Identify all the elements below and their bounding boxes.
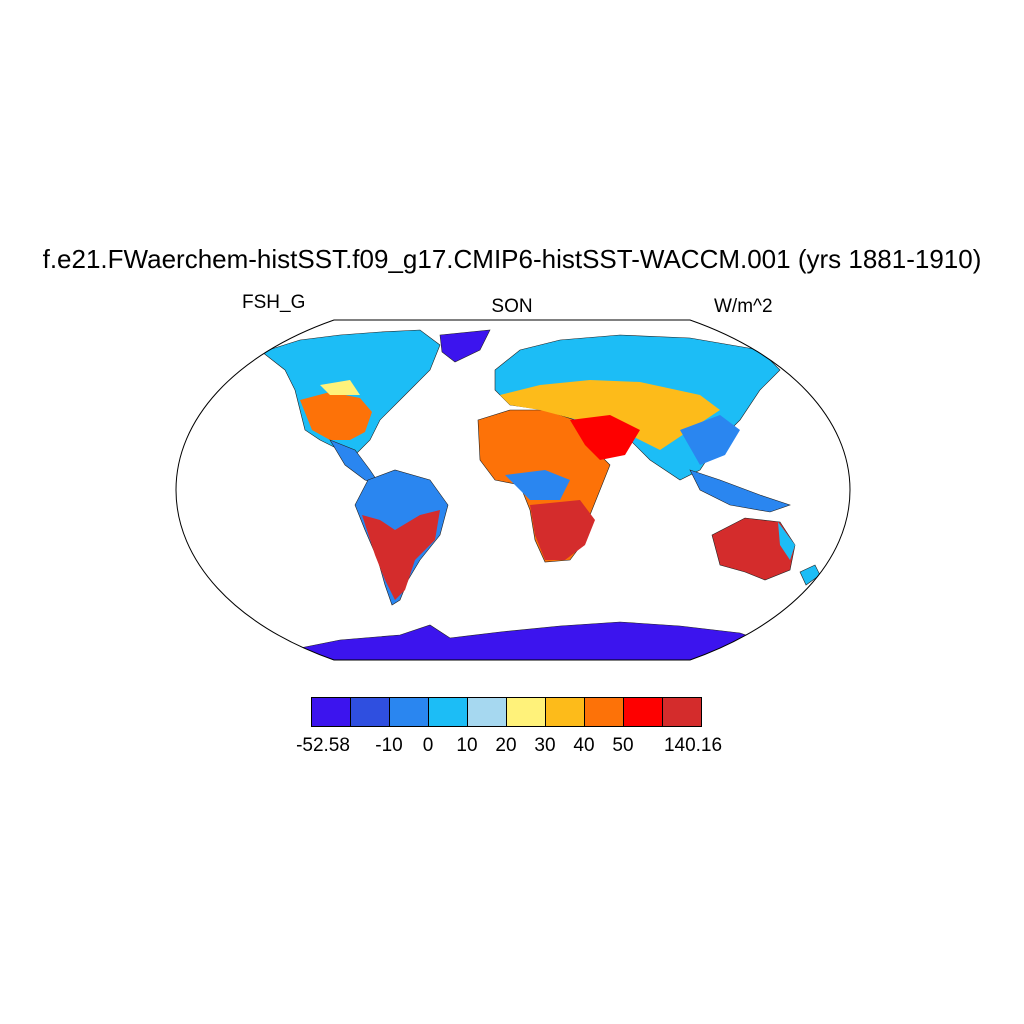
- colorbar-tick-label: -52.58: [296, 735, 350, 756]
- colorbar-tick-label: -10: [375, 735, 403, 756]
- colorbar-tick-label: 50: [612, 735, 634, 756]
- new-zealand-land: [799, 564, 821, 586]
- greenland-land: [439, 329, 491, 363]
- north-america-yellow: [320, 380, 360, 395]
- colorbar-tick-label: 0: [422, 735, 434, 756]
- africa-south-hot: [530, 500, 595, 560]
- north-america-hot: [300, 392, 372, 440]
- colorbar-swatch: [662, 697, 702, 727]
- colorbar-swatch: [350, 697, 390, 727]
- colorbar-swatch: [389, 697, 429, 727]
- units-label: W/m^2: [714, 296, 773, 317]
- colorbar-tick-label: 10: [456, 735, 478, 756]
- east-asia-cool: [680, 415, 740, 465]
- middle-east-hot: [570, 415, 640, 460]
- map-title: f.e21.FWaerchem-histSST.f09_g17.CMIP6-hi…: [42, 244, 982, 274]
- colorbar-tick-label: 140.16: [663, 735, 723, 756]
- season-label: SON: [491, 296, 533, 317]
- south-america-hot: [362, 510, 440, 600]
- colorbar: [311, 697, 702, 727]
- colorbar-tick-label: 20: [495, 735, 517, 756]
- colorbar-swatch: [584, 697, 624, 727]
- colorbar-swatch: [428, 697, 468, 727]
- colorbar-tick-label: 30: [534, 735, 556, 756]
- land-regions: [261, 329, 821, 660]
- australia-coast: [778, 522, 795, 560]
- australia-land: [711, 517, 796, 581]
- colorbar-swatch: [467, 697, 507, 727]
- colorbar-swatch: [506, 697, 546, 727]
- colorbar-swatch: [545, 697, 585, 727]
- africa-cool: [505, 470, 570, 500]
- colorbar-tick-label: 40: [573, 735, 595, 756]
- colorbar-swatch: [311, 697, 351, 727]
- colorbar-swatch: [623, 697, 663, 727]
- antarctica-land: [278, 621, 791, 660]
- variable-label: FSH_G: [242, 292, 306, 313]
- map-outline: [175, 319, 851, 661]
- southeast-asia-land: [689, 469, 791, 513]
